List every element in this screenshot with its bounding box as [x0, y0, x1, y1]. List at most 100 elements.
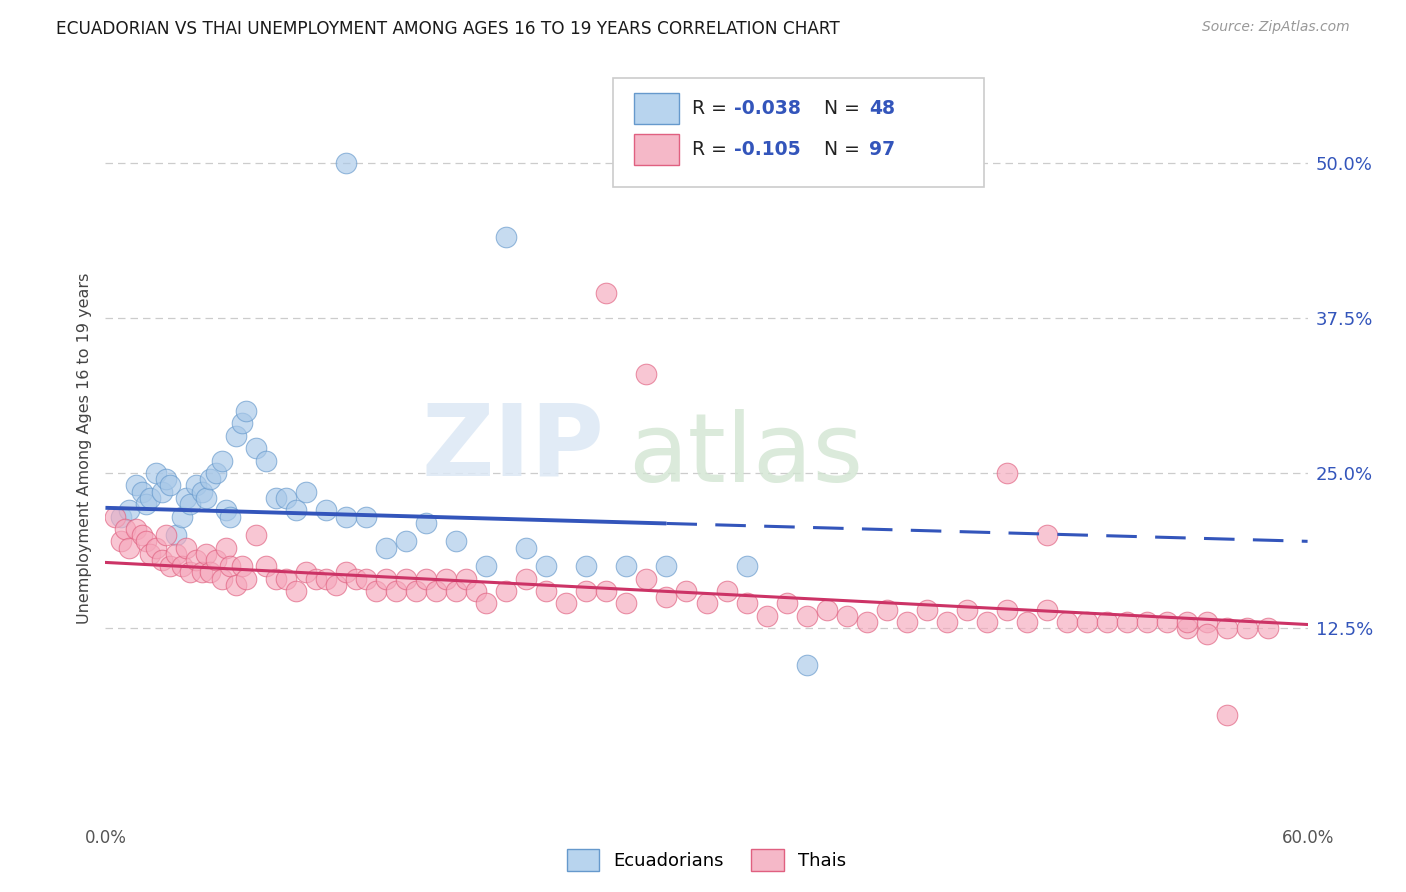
Text: N =: N =	[824, 140, 866, 160]
Point	[184, 478, 207, 492]
Point	[796, 658, 818, 673]
Point	[104, 509, 127, 524]
Point	[135, 534, 157, 549]
Point	[145, 466, 167, 480]
Point	[231, 417, 253, 431]
Point	[165, 528, 187, 542]
Point	[218, 559, 240, 574]
Point	[636, 572, 658, 586]
Point	[284, 503, 307, 517]
Point	[395, 572, 418, 586]
Point	[1236, 621, 1258, 635]
Point	[1216, 708, 1239, 723]
Point	[495, 230, 517, 244]
Point	[315, 572, 337, 586]
Point	[374, 541, 398, 555]
Point	[444, 534, 467, 549]
Point	[1116, 615, 1139, 629]
Text: atlas: atlas	[628, 409, 863, 502]
Point	[1197, 627, 1219, 641]
Point	[315, 503, 337, 517]
Point	[274, 572, 297, 586]
Point	[245, 442, 267, 455]
Point	[655, 559, 678, 574]
Point	[165, 547, 187, 561]
Text: Source: ZipAtlas.com: Source: ZipAtlas.com	[1202, 20, 1350, 34]
Point	[454, 572, 477, 586]
Point	[575, 559, 598, 574]
Point	[555, 596, 578, 610]
Point	[956, 602, 979, 616]
Point	[616, 596, 638, 610]
Point	[124, 522, 146, 536]
Point	[155, 528, 177, 542]
Point	[1076, 615, 1098, 629]
Text: N =: N =	[824, 99, 866, 119]
Point	[385, 584, 408, 599]
Point	[415, 516, 437, 530]
Point	[876, 602, 898, 616]
Point	[415, 572, 437, 586]
Point	[325, 578, 347, 592]
Point	[335, 155, 357, 169]
Point	[1056, 615, 1078, 629]
Point	[1097, 615, 1119, 629]
Point	[1036, 528, 1059, 542]
Point	[254, 559, 277, 574]
Text: -0.038: -0.038	[734, 99, 801, 119]
Point	[245, 528, 267, 542]
Point	[534, 584, 557, 599]
Point	[138, 491, 160, 505]
Point	[190, 484, 212, 499]
Point	[179, 497, 201, 511]
Point	[204, 466, 226, 480]
Point	[225, 429, 247, 443]
Point	[159, 478, 181, 492]
Point	[135, 497, 157, 511]
Point	[131, 484, 153, 499]
Point	[575, 584, 598, 599]
Point	[231, 559, 253, 574]
Text: ZIP: ZIP	[422, 400, 605, 497]
Point	[434, 572, 457, 586]
Point	[716, 584, 738, 599]
Point	[114, 522, 136, 536]
Text: 48: 48	[869, 99, 894, 119]
Point	[225, 578, 247, 592]
Point	[915, 602, 938, 616]
Point	[194, 491, 217, 505]
Point	[335, 566, 357, 580]
Point	[214, 503, 236, 517]
Point	[495, 584, 517, 599]
Point	[204, 553, 226, 567]
Point	[1156, 615, 1178, 629]
Point	[465, 584, 488, 599]
Point	[150, 484, 173, 499]
Y-axis label: Unemployment Among Ages 16 to 19 years: Unemployment Among Ages 16 to 19 years	[76, 273, 91, 624]
Point	[995, 602, 1018, 616]
Point	[1036, 602, 1059, 616]
Point	[995, 466, 1018, 480]
Point	[335, 509, 357, 524]
Point	[354, 509, 377, 524]
Point	[1257, 621, 1279, 635]
Point	[354, 572, 377, 586]
Point	[274, 491, 297, 505]
Point	[295, 484, 318, 499]
Point	[118, 541, 141, 555]
Point	[145, 541, 167, 555]
Point	[235, 572, 257, 586]
Point	[235, 404, 257, 418]
Point	[159, 559, 181, 574]
Point	[735, 596, 758, 610]
Text: 97: 97	[869, 140, 896, 160]
Point	[170, 509, 193, 524]
Point	[616, 559, 638, 574]
Point	[936, 615, 959, 629]
Point	[118, 503, 141, 517]
Point	[211, 572, 233, 586]
Point	[815, 602, 838, 616]
Point	[515, 541, 537, 555]
Point	[179, 566, 201, 580]
Point	[295, 566, 318, 580]
